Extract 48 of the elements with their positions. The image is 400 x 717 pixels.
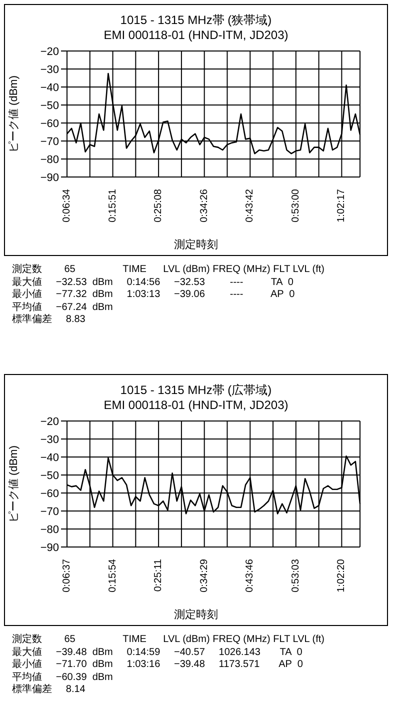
y-tick-label: −50 (40, 470, 59, 482)
text: 最大値 −39.48 dBm 0:14:59 −40.57 1026.143 TA 0 (12, 646, 304, 658)
x-tick-label: 1:02:20 (336, 558, 348, 592)
y-tick-label: −80 (40, 154, 59, 166)
y-axis-title: ピーク値 (dBm) (8, 446, 20, 522)
y-tick-label: −20 (40, 46, 59, 58)
chart-title: 1015 - 1315 MHz帯 (広帯域) (119, 383, 273, 398)
y-tick-label: −60 (40, 118, 59, 130)
text: 最小値 −71.70 dBm 1:03:16 −39.48 1173.571 AP 0 (12, 659, 304, 672)
x-tick-label: 1:02:17 (336, 188, 348, 222)
x-tick-label: 0:53:00 (290, 188, 302, 222)
x-axis-title: 測定時刻 (173, 238, 219, 252)
y-tick-label: −50 (40, 100, 59, 112)
x-tick-label: 0:15:51 (107, 188, 118, 222)
x-tick-label: 0:06:34 (62, 188, 72, 222)
x-tick-label: 0:53:03 (290, 558, 302, 592)
chart-subtitle: EMI 000118-01 (HND-ITM, JD203) (102, 28, 290, 43)
text: 最大値 −32.53 dBm 0:14:56 −32.53 ---- TA 0 (12, 276, 294, 288)
y-tick-label: −90 (40, 172, 59, 184)
y-axis-title: ピーク値 (dBm) (8, 76, 20, 152)
text: 平均値 −60.39 dBm (12, 672, 114, 684)
text: 測定数 65 TIME LVL (dBm) FREQ (MHz) FLT LVL (ft) (12, 264, 326, 276)
x-tick-label: 0:43:46 (244, 558, 256, 592)
x-tick-label: 0:25:08 (153, 188, 164, 222)
y-tick-label: −70 (40, 136, 59, 148)
y-tick-label: −40 (40, 82, 59, 94)
text: 標準偏差 8.83 (12, 314, 86, 326)
text: 測定数 65 TIME LVL (dBm) FREQ (MHz) FLT LVL (ft) (12, 634, 326, 646)
text: 平均値 −67.24 dBm (12, 302, 114, 314)
y-tick-label: −30 (40, 434, 59, 446)
x-tick-label: 0:34:29 (198, 558, 210, 592)
y-tick-label: −70 (40, 506, 59, 518)
y-tick-label: −60 (40, 488, 59, 500)
x-axis-title: 測定時刻 (173, 608, 219, 622)
x-tick-label: 0:06:37 (62, 558, 72, 592)
text: 標準偏差 8.14 (12, 684, 86, 696)
chart-subtitle: EMI 000118-01 (HND-ITM, JD203) (102, 398, 290, 413)
y-tick-label: −90 (40, 542, 59, 554)
text: 最小値 −77.32 dBm 1:03:13 −39.06 ---- AP 0 (12, 289, 296, 302)
y-tick-label: −40 (40, 452, 59, 464)
x-tick-label: 0:15:54 (107, 558, 118, 592)
y-tick-label: −30 (40, 64, 59, 76)
y-tick-label: −80 (40, 524, 59, 536)
y-tick-label: −20 (40, 416, 59, 428)
x-tick-label: 0:25:11 (153, 558, 164, 592)
x-tick-label: 0:43:42 (244, 188, 256, 222)
chart-title: 1015 - 1315 MHz帯 (狭帯域) (119, 13, 273, 28)
x-tick-label: 0:34:26 (198, 188, 210, 222)
